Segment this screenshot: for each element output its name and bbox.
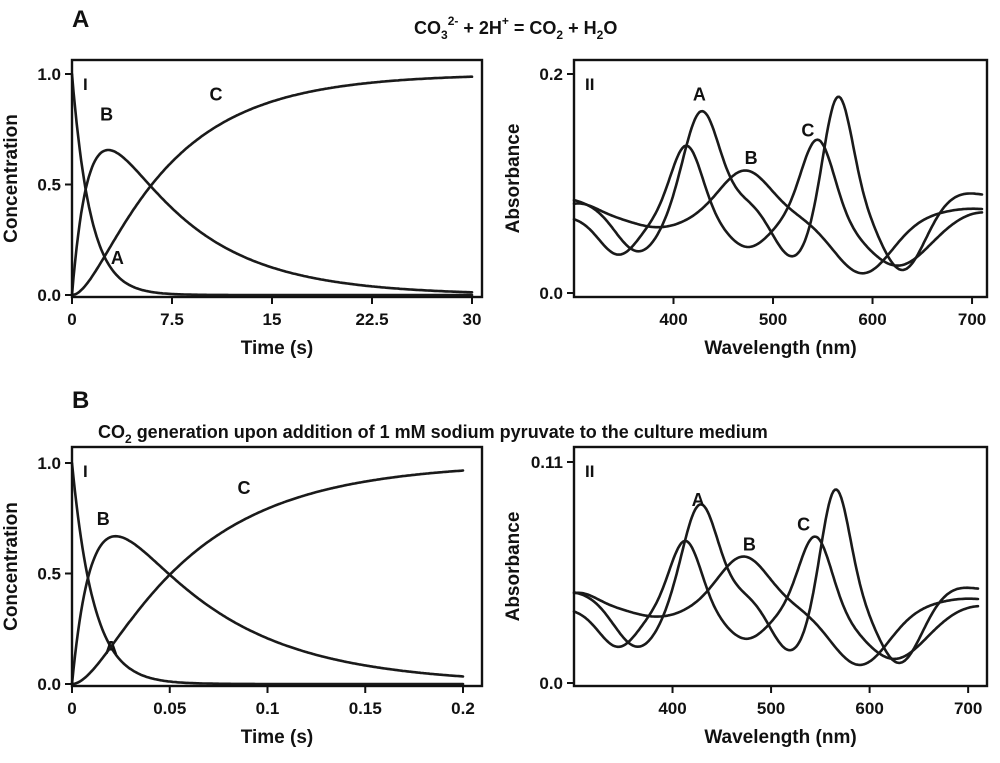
y-axis-label: Concentration <box>1 502 22 631</box>
y-tick-label: 1.0 <box>37 454 61 473</box>
y-tick-label: 0.0 <box>539 674 563 693</box>
series-line-a <box>70 461 465 686</box>
chart-a-i: A B C 0 7.5 15 22.5 30 0.0 0.5 1.0 I Time (s) Concent… <box>1 58 484 359</box>
panel-letter-b: B <box>72 387 89 414</box>
title-a-part: + H <box>563 18 597 38</box>
series-line-c <box>572 138 984 267</box>
x-tick-label: 400 <box>659 310 687 329</box>
title-a-part: 2 <box>597 28 604 42</box>
plots-layer: A B C 0 7.5 15 22.5 30 0.0 0.5 1.0 I Time (s) Concent… <box>1 58 989 748</box>
series-label-c: C <box>238 478 251 498</box>
x-tick-label: 600 <box>858 310 886 329</box>
series-line-b <box>70 534 465 686</box>
panel-roman-label: I <box>83 462 88 481</box>
y-tick-label: 0.11 <box>531 453 563 472</box>
plot-frame <box>572 445 989 688</box>
panel-roman-label: II <box>585 75 594 94</box>
x-tick-label: 0.15 <box>349 699 382 718</box>
x-tick-label: 700 <box>958 310 986 329</box>
x-axis-label: Time (s) <box>241 338 314 359</box>
x-tick-label: 600 <box>855 699 883 718</box>
series-line-b <box>70 148 474 297</box>
plot-frame <box>70 58 484 299</box>
panel-letter-a: A <box>72 6 89 33</box>
series-line-c <box>70 75 474 297</box>
plot-frame <box>572 58 989 299</box>
title-co2-generation: CO2 generation upon addition of 1 mM sod… <box>98 422 768 446</box>
title-a-part: CO <box>414 18 441 38</box>
title-a-part: 2- <box>448 14 459 28</box>
series-label-a: A <box>692 490 705 510</box>
series-label-b: B <box>100 104 113 124</box>
x-tick-label: 30 <box>463 310 482 329</box>
title-a-part: = CO <box>509 18 557 38</box>
series-line-b <box>572 555 980 667</box>
y-tick-label: 0.0 <box>37 675 61 694</box>
x-tick-label: 0 <box>67 699 76 718</box>
series-line-c <box>70 469 465 686</box>
series-line-b <box>572 169 984 275</box>
series-line-c <box>572 535 980 661</box>
x-tick-label: 700 <box>954 699 982 718</box>
title-b-part: generation upon addition of 1 mM sodium … <box>132 422 768 442</box>
x-tick-label: 15 <box>263 310 282 329</box>
x-tick-label: 500 <box>759 310 787 329</box>
panel-roman-label: II <box>585 462 594 481</box>
series-label-a: A <box>693 84 706 104</box>
x-axis-label: Wavelength (nm) <box>704 338 856 359</box>
x-tick-label: 7.5 <box>160 310 184 329</box>
title-a-part: + 2H <box>458 18 502 38</box>
y-axis-label: Concentration <box>1 114 22 243</box>
chart-a-ii: A B C 400 500 600 700 0.0 0.2 II Wavelength (nm) Ab… <box>503 58 989 359</box>
series-line-a <box>70 72 474 297</box>
x-tick-label: 0.2 <box>451 699 475 718</box>
x-axis-label: Time (s) <box>241 727 314 748</box>
series-label-b: B <box>743 534 756 554</box>
chart-b-ii: A B C 400 500 600 700 0.0 0.11 II Wavelength (nm) A… <box>503 445 989 748</box>
y-tick-label: 0.0 <box>539 284 563 303</box>
series-label-c: C <box>210 85 223 105</box>
y-tick-label: 1.0 <box>37 65 61 84</box>
series-label-b: B <box>97 509 110 529</box>
y-tick-label: 0.2 <box>539 65 563 84</box>
title-b-part: 2 <box>125 432 132 446</box>
x-tick-label: 0.1 <box>256 699 280 718</box>
x-axis-label: Wavelength (nm) <box>704 727 856 748</box>
y-tick-label: 0.0 <box>37 286 61 305</box>
title-a-part: 3 <box>441 28 448 42</box>
title-reaction: CO32- + 2H+ = CO2 + H2O <box>414 14 617 42</box>
series-label-a: A <box>111 248 124 268</box>
title-b-part: CO <box>98 422 125 442</box>
y-axis-label: Absorbance <box>503 512 524 622</box>
x-tick-label: 500 <box>757 699 785 718</box>
series-label-b: B <box>745 148 758 168</box>
panel-roman-label: I <box>83 75 88 94</box>
x-tick-label: 0 <box>67 310 76 329</box>
plot-frame <box>70 445 484 688</box>
series-label-c: C <box>801 120 814 140</box>
x-tick-label: 400 <box>658 699 686 718</box>
series-label-c: C <box>797 514 810 534</box>
title-a-part: 2 <box>556 28 563 42</box>
title-a-part: + <box>502 14 509 28</box>
y-tick-label: 0.5 <box>37 176 61 195</box>
x-tick-label: 0.05 <box>153 699 186 718</box>
y-tick-label: 0.5 <box>37 565 61 584</box>
y-axis-label: Absorbance <box>503 124 524 234</box>
x-tick-label: 22.5 <box>355 310 388 329</box>
title-a-part: O <box>603 18 617 38</box>
